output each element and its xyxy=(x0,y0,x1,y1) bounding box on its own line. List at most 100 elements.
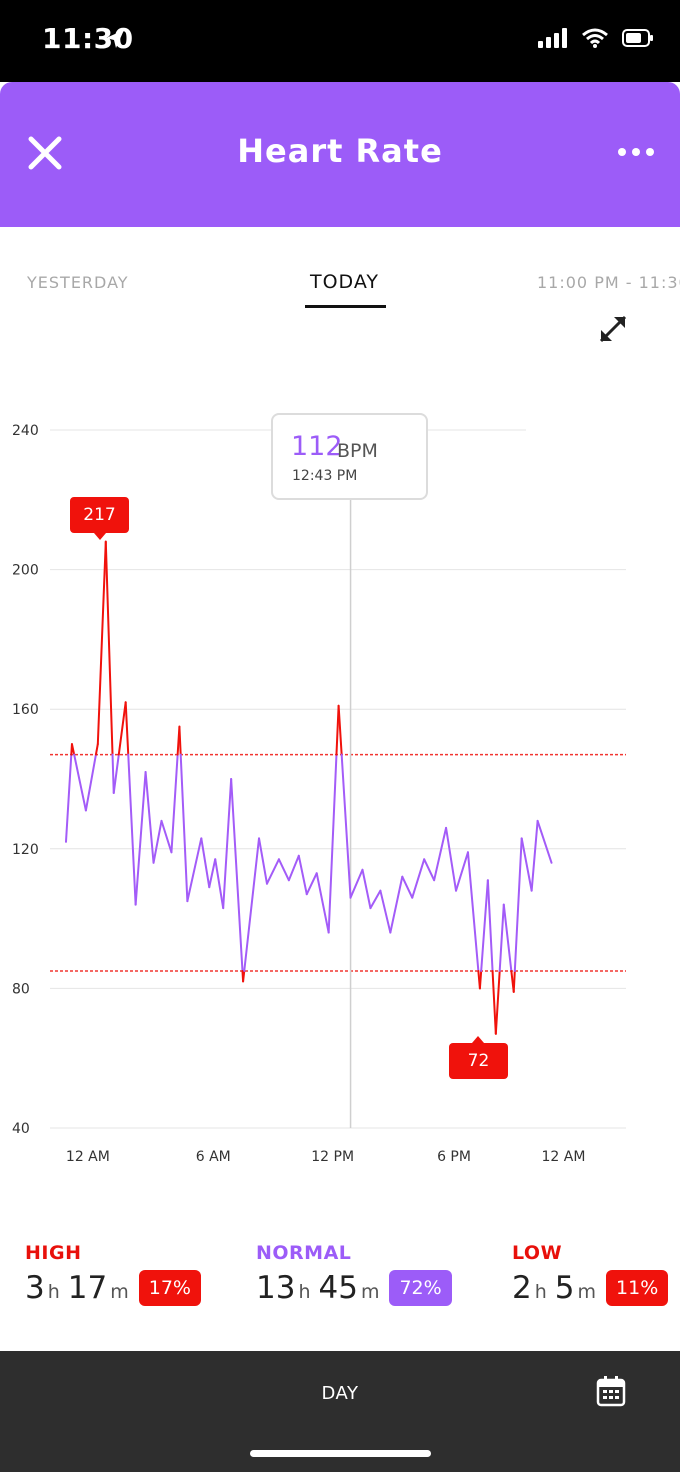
data-line-segment xyxy=(502,903,513,972)
data-line-segment xyxy=(200,837,211,889)
close-icon[interactable] xyxy=(20,128,70,178)
home-indicator xyxy=(250,1450,431,1457)
high-minutes-unit: m xyxy=(110,1281,129,1303)
data-line-segment xyxy=(96,540,107,746)
high-minutes: 17 xyxy=(67,1270,108,1306)
x-tick-label: 6 PM xyxy=(437,1149,471,1165)
high-label: HIGH xyxy=(25,1242,82,1264)
tab-today[interactable]: TODAY xyxy=(310,271,379,293)
data-line-segment xyxy=(536,819,553,864)
header: Heart Rate xyxy=(0,82,680,227)
data-line-segment xyxy=(112,753,120,794)
data-line-segment xyxy=(94,743,99,756)
data-line-segment xyxy=(84,753,97,812)
data-line-segment xyxy=(111,753,115,794)
normal-zone: NORMAL 13 h 45 m 72% xyxy=(256,1242,452,1306)
battery-icon xyxy=(622,29,653,47)
data-line-segment xyxy=(265,858,280,885)
max-value-marker: 217 xyxy=(70,497,129,540)
data-line-segment xyxy=(478,969,483,990)
tab-range[interactable]: 11:00 PM - 11:30 xyxy=(537,273,680,292)
data-line-segment xyxy=(445,826,458,892)
x-tick-label: 12 AM xyxy=(542,1149,586,1165)
data-line-segment xyxy=(277,858,290,882)
x-tick-label: 12 AM xyxy=(66,1149,110,1165)
y-tick-label: 40 xyxy=(12,1121,30,1137)
wifi-icon xyxy=(582,28,608,48)
data-line-segment xyxy=(491,969,497,1035)
high-percent-badge: 17% xyxy=(138,1270,201,1306)
data-line-segment xyxy=(513,837,523,972)
data-line-segment xyxy=(160,819,173,854)
data-line-segment xyxy=(369,889,382,910)
data-line-segment xyxy=(104,540,114,756)
period-day-button[interactable]: DAY xyxy=(321,1383,359,1404)
date-tabs: YESTERDAY TODAY 11:00 PM - 11:30 xyxy=(0,227,680,317)
data-line-segment xyxy=(214,858,225,910)
data-line-segment xyxy=(466,851,480,972)
low-percent-badge: 11% xyxy=(606,1270,669,1306)
data-line-segment xyxy=(134,771,147,906)
tab-yesterday[interactable]: YESTERDAY xyxy=(27,273,129,292)
y-tick-label: 200 xyxy=(12,563,39,579)
high-hours-unit: h xyxy=(47,1281,60,1303)
data-line-segment xyxy=(520,837,533,892)
normal-hours-unit: h xyxy=(298,1281,311,1303)
data-line-segment xyxy=(498,903,505,972)
data-line-segment xyxy=(327,753,338,934)
normal-hours: 13 xyxy=(256,1270,296,1306)
data-line-segment xyxy=(297,854,308,896)
data-line-segment xyxy=(124,701,130,756)
x-tick-label: 6 AM xyxy=(196,1149,231,1165)
low-hours: 2 xyxy=(512,1270,532,1306)
data-line-segment xyxy=(433,826,448,882)
data-line-segment xyxy=(242,969,246,983)
y-tick-label: 80 xyxy=(12,981,30,997)
more-icon[interactable] xyxy=(616,140,656,164)
low-minutes: 5 xyxy=(554,1270,575,1306)
page-title: Heart Rate xyxy=(237,132,443,170)
data-line-segment xyxy=(494,969,501,1035)
y-tick-label: 160 xyxy=(12,702,39,718)
data-line-segment xyxy=(186,837,203,903)
min-value-marker: 72 xyxy=(449,1036,508,1079)
tooltip-value: 112 xyxy=(291,431,343,462)
normal-minutes-unit: m xyxy=(360,1281,380,1303)
normal-label: NORMAL xyxy=(256,1242,352,1264)
data-line-segment xyxy=(401,875,414,899)
data-line-segment xyxy=(337,704,343,756)
data-line-segment xyxy=(361,868,372,910)
expand-icon[interactable] xyxy=(596,312,630,346)
status-indicators xyxy=(538,28,654,48)
data-line-segment xyxy=(315,872,330,934)
x-tick-label: 12 PM xyxy=(311,1149,354,1165)
data-line-segment xyxy=(486,879,494,972)
data-line-segment xyxy=(423,858,436,882)
data-line-segment xyxy=(455,851,469,892)
data-line-segment xyxy=(178,725,182,756)
data-line-segment xyxy=(73,753,87,812)
high-zone: HIGH 3 h 17 m 17% xyxy=(25,1242,201,1306)
status-bar: 11:30 xyxy=(0,0,680,82)
low-zone: LOW 2 h 5 m 11% xyxy=(512,1242,669,1306)
data-line-segment xyxy=(305,872,318,896)
bottom-bar: DAY xyxy=(0,1351,680,1472)
signal-icon xyxy=(538,28,567,48)
tooltip-unit: BPM xyxy=(337,440,378,462)
data-line-segment xyxy=(530,819,539,892)
data-line-segment xyxy=(127,753,137,906)
data-line-segment xyxy=(179,753,189,903)
data-line-segment xyxy=(287,854,300,882)
data-line-segment xyxy=(152,819,163,864)
data-line-segment xyxy=(222,778,233,910)
data-line-segment xyxy=(379,889,392,934)
selected-point-tooltip: 112 BPM 12:43 PM xyxy=(271,413,428,500)
heart-rate-chart[interactable]: 240 200 160 120 80 40 12 AM 6 AM 12 PM 6 PM 12 AM xyxy=(0,395,680,1185)
calendar-icon[interactable] xyxy=(596,1375,626,1407)
low-minutes-unit: m xyxy=(577,1281,597,1303)
data-line-segment xyxy=(144,771,155,864)
chart-svg: 240 200 160 120 80 40 12 AM 6 AM 12 PM 6 PM 12 AM xyxy=(12,423,626,1165)
normal-minutes: 45 xyxy=(318,1270,358,1306)
y-tick-label: 120 xyxy=(12,842,39,858)
zone-summary: HIGH 3 h 17 m 17% NORMAL 13 h 45 m 72% L… xyxy=(0,1230,680,1340)
